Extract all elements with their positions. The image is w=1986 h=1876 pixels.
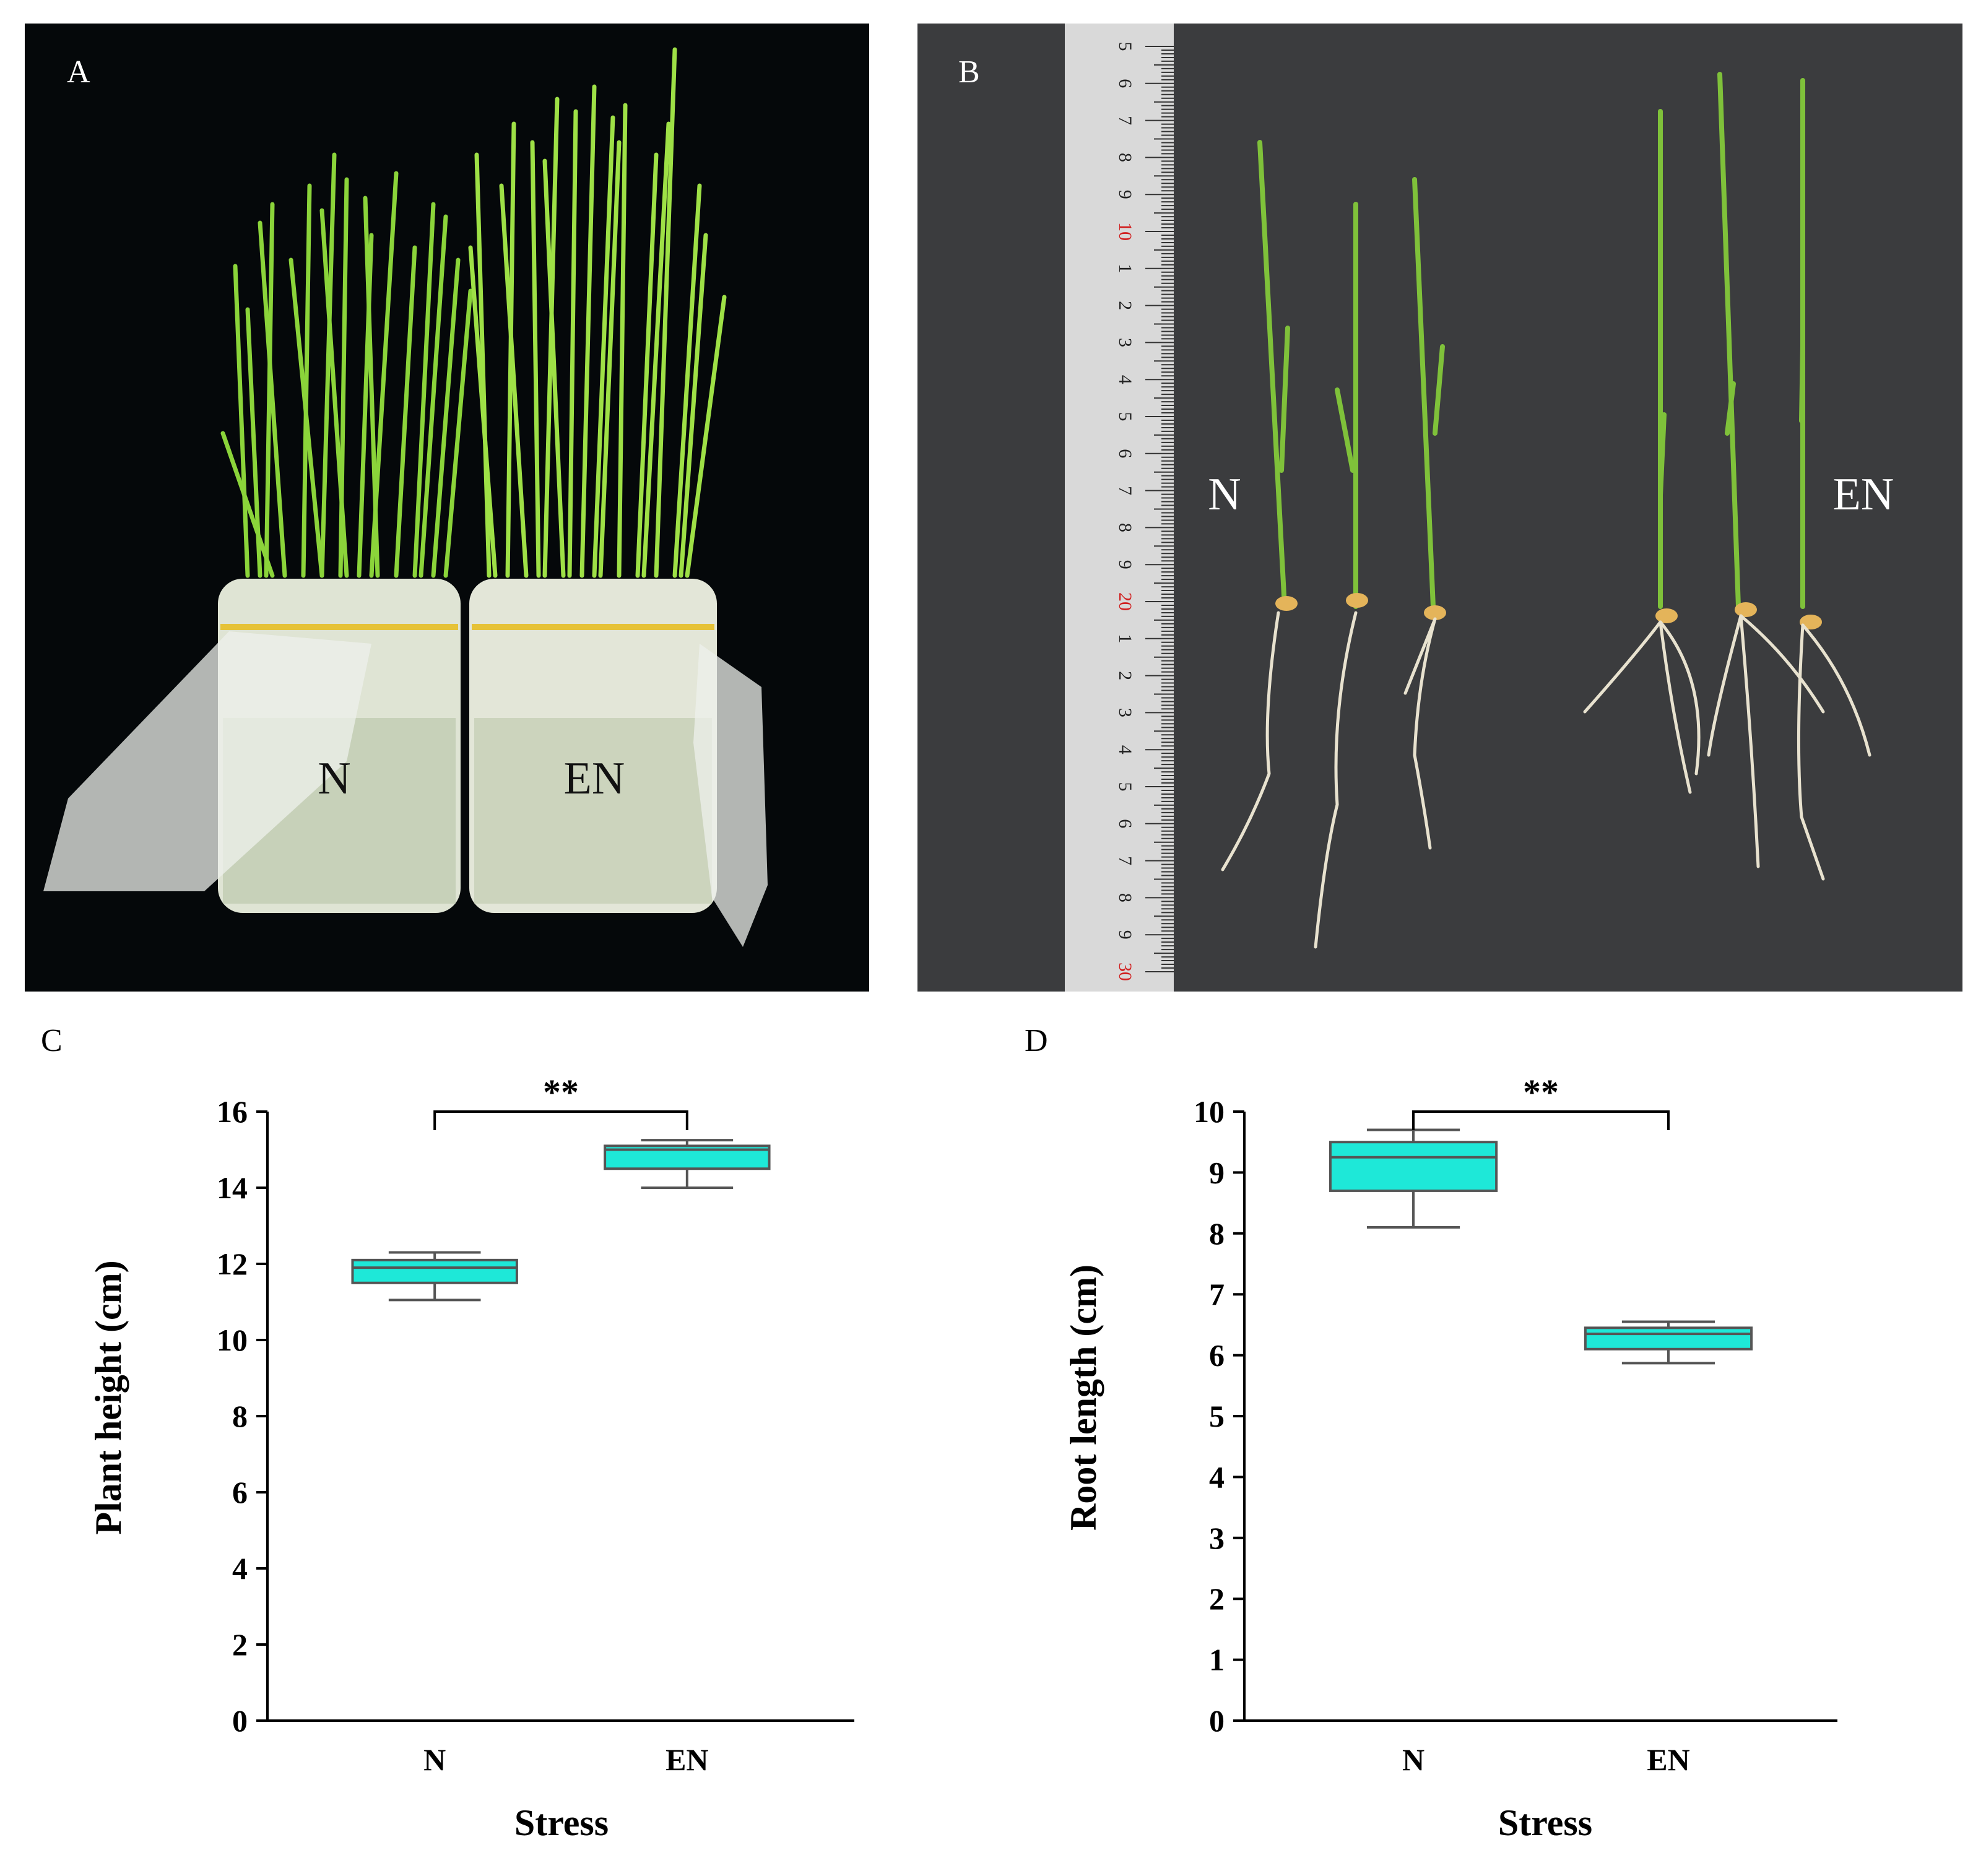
ruler-label: 5 <box>1115 782 1135 792</box>
ruler-label: 1 <box>1115 634 1135 643</box>
ruler-label: 9 <box>1115 930 1135 940</box>
box-en <box>604 1139 771 1189</box>
ruler-label: 4 <box>1115 745 1135 754</box>
y-tick-label: 14 <box>217 1170 248 1205</box>
ruler-label: 9 <box>1115 560 1135 569</box>
ruler-label: 8 <box>1115 893 1135 902</box>
y-tick-label: 2 <box>1209 1581 1225 1616</box>
y-tick-label: 4 <box>232 1551 248 1586</box>
panel-d-x-tick-labels: N EN <box>1402 1742 1690 1777</box>
panel-b-group-label-en: EN <box>1833 469 1894 520</box>
significance-bracket <box>433 1110 688 1130</box>
y-tick-label: 0 <box>232 1703 248 1738</box>
ruler-label: 20 <box>1115 592 1135 611</box>
x-tick-label: EN <box>1647 1742 1689 1777</box>
significance-bracket <box>1412 1110 1670 1130</box>
panel-d-letter: D <box>1025 1023 1048 1058</box>
ruler-label: 10 <box>1115 222 1135 241</box>
y-tick-label: 9 <box>1209 1155 1225 1190</box>
ruler-label: 7 <box>1115 856 1135 865</box>
panel-c-x-axis-title: Stress <box>514 1802 609 1843</box>
ruler-label: 9 <box>1115 190 1135 199</box>
ruler-label: 7 <box>1115 116 1135 125</box>
panel-a-pot-label-en: EN <box>564 753 625 804</box>
ruler-label: 5 <box>1115 412 1135 421</box>
panel-c-y-axis-title: Plant height (cm) <box>88 1260 129 1534</box>
y-tick-label: 16 <box>217 1094 248 1129</box>
panel-b-ruler-ticks <box>1145 46 1174 972</box>
panel-b-group-label-n: N <box>1208 469 1241 520</box>
box-en <box>1584 1320 1753 1365</box>
box-iqr <box>351 1258 518 1284</box>
panel-c-boxes <box>351 1139 771 1302</box>
y-tick-label: 6 <box>232 1475 248 1510</box>
ruler-label: 2 <box>1115 671 1135 680</box>
ruler-label: 3 <box>1115 708 1135 717</box>
ruler-label: 6 <box>1115 819 1135 828</box>
panel-d-boxes <box>1329 1128 1753 1365</box>
x-tick-label: N <box>423 1742 446 1777</box>
panel-c-chart: C Plant height (cm) Stress 0 2 4 6 8 10 12 14 16… <box>41 1023 854 1843</box>
y-tick-label: 10 <box>217 1323 248 1357</box>
ruler-label: 8 <box>1115 523 1135 532</box>
panel-d-x-axis-title: Stress <box>1498 1802 1592 1843</box>
panel-a-pot-en-water <box>474 718 712 904</box>
x-tick-label: N <box>1402 1742 1424 1777</box>
y-tick-label: 0 <box>1209 1703 1225 1738</box>
panel-b-seedlings <box>1221 72 1871 949</box>
y-tick-label: 7 <box>1209 1277 1225 1312</box>
panel-d-y-axis-title: Root length (cm) <box>1063 1264 1104 1531</box>
panel-a-grass-right <box>468 47 727 578</box>
ruler-label: 6 <box>1115 449 1135 458</box>
box-iqr <box>1329 1141 1498 1192</box>
panel-c-significance: ** <box>433 1072 688 1130</box>
y-tick-label: 8 <box>1209 1216 1225 1251</box>
y-tick-label: 8 <box>232 1399 248 1433</box>
y-tick-label: 2 <box>232 1627 248 1662</box>
ruler-label: 2 <box>1115 301 1135 310</box>
ruler-label: 8 <box>1115 153 1135 162</box>
box-n <box>351 1251 518 1302</box>
panel-a-letter: A <box>67 54 90 90</box>
y-tick-label: 10 <box>1194 1094 1225 1129</box>
panel-d-y-ticks: 0 1 2 3 4 5 6 7 8 9 10 <box>1194 1094 1244 1738</box>
ruler-label: 7 <box>1115 486 1135 495</box>
panel-b-photo: 5 6 7 8 9 10 1 2 3 4 5 6 7 8 9 20 1 2 3 4 5 6 7 8 9 30 <box>917 24 1962 992</box>
panel-d-significance: ** <box>1412 1072 1670 1130</box>
panel-a-grass-left <box>220 152 473 578</box>
x-tick-label: EN <box>666 1742 708 1777</box>
y-tick-label: 6 <box>1209 1338 1225 1373</box>
panel-a-mesh-left <box>43 631 371 891</box>
ruler-label: 5 <box>1115 42 1135 51</box>
y-tick-label: 1 <box>1209 1643 1225 1677</box>
ruler-label: 3 <box>1115 338 1135 347</box>
ruler-label: 30 <box>1115 962 1135 981</box>
significance-marker: ** <box>543 1072 579 1112</box>
significance-marker: ** <box>1523 1072 1559 1112</box>
panel-c-x-tick-labels: N EN <box>423 1742 708 1777</box>
y-tick-label: 12 <box>217 1247 248 1281</box>
panel-a-photo: A N EN <box>25 24 869 992</box>
box-n <box>1329 1128 1498 1229</box>
y-tick-label: 5 <box>1209 1399 1225 1433</box>
y-tick-label: 4 <box>1209 1459 1225 1494</box>
ruler-label: 4 <box>1115 375 1135 384</box>
panel-a-band-n <box>220 624 458 630</box>
panel-b-ruler <box>1065 24 1174 992</box>
panel-a-mesh-right <box>693 644 768 947</box>
ruler-label: 1 <box>1115 264 1135 273</box>
box-iqr <box>1584 1326 1753 1351</box>
y-tick-label: 3 <box>1209 1521 1225 1555</box>
panel-b-letter: B <box>958 54 980 90</box>
ruler-label: 6 <box>1115 79 1135 88</box>
panel-d-chart: D Root length (cm) Stress 0 1 2 3 4 5 6 7 8 9 10 N… <box>1025 1023 1837 1843</box>
panel-c-letter: C <box>41 1023 63 1058</box>
panel-c-y-ticks: 0 2 4 6 8 10 12 14 16 <box>217 1094 267 1738</box>
panel-a-band-en <box>472 624 714 630</box>
panel-a-pot-label-n: N <box>318 753 350 804</box>
panel-b-ruler-labels: 5 6 7 8 9 10 1 2 3 4 5 6 7 8 9 20 1 2 3 4 5 6 7 8 9 30 <box>1115 42 1135 982</box>
